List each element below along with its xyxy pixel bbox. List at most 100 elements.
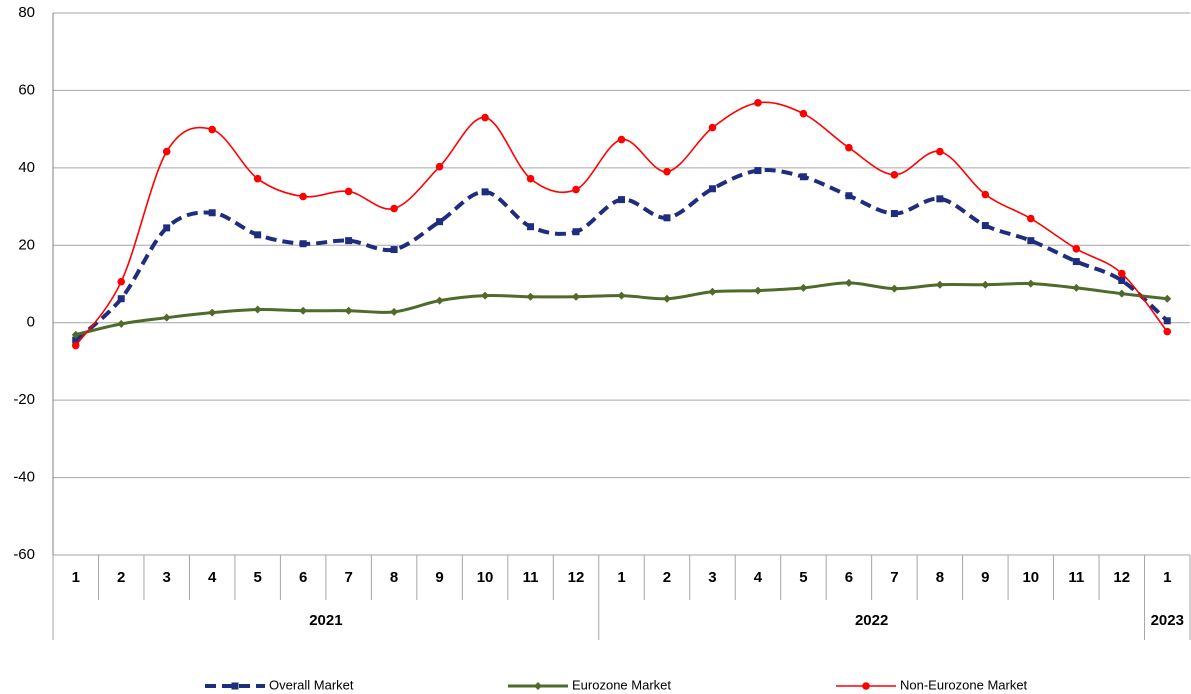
data-point	[1026, 279, 1035, 288]
data-point	[572, 228, 580, 236]
data-point	[117, 295, 125, 303]
data-point	[208, 308, 217, 317]
x-tick-label: 7	[344, 569, 352, 586]
data-point	[662, 294, 671, 303]
data-point	[1163, 317, 1171, 325]
data-point	[117, 277, 126, 286]
data-point	[708, 287, 717, 296]
data-point	[799, 109, 808, 118]
data-point	[526, 292, 535, 301]
y-tick-label: 40	[18, 159, 35, 176]
data-point	[71, 330, 80, 339]
data-point	[481, 188, 489, 196]
data-point	[299, 306, 308, 315]
data-point	[936, 195, 944, 203]
y-tick-label: -20	[13, 391, 35, 408]
data-point	[845, 192, 853, 200]
x-tick-label: 9	[981, 569, 989, 586]
data-point	[799, 173, 807, 181]
data-point	[618, 196, 625, 204]
data-point	[435, 162, 444, 171]
data-point	[935, 280, 944, 289]
data-point	[890, 210, 898, 218]
data-point	[754, 99, 762, 107]
data-point	[799, 283, 808, 292]
legend-label: Eurozone Market	[572, 677, 671, 692]
data-point	[253, 174, 262, 183]
legend-marker	[231, 682, 239, 690]
data-point	[253, 305, 262, 314]
data-point	[72, 336, 80, 344]
data-point	[163, 224, 171, 232]
x-tick-label: 12	[568, 569, 585, 586]
data-point	[890, 284, 899, 293]
data-point	[572, 185, 580, 194]
data-point	[572, 292, 581, 301]
data-point	[981, 222, 989, 230]
data-point	[436, 218, 444, 226]
data-point	[435, 296, 444, 305]
x-tick-label: 11	[523, 569, 539, 586]
year-label: 2021	[309, 612, 342, 629]
x-tick-label: 8	[936, 569, 944, 586]
data-point	[1072, 258, 1080, 266]
y-tick-label: 60	[18, 81, 35, 98]
legend-label: Overall Market	[269, 677, 354, 692]
y-tick-label: 0	[27, 314, 35, 331]
x-tick-label: 9	[435, 569, 443, 586]
x-tick-label: 5	[799, 569, 807, 586]
legend-marker	[534, 682, 542, 690]
data-point	[844, 278, 853, 287]
data-point	[208, 125, 216, 134]
x-tick-label: 6	[845, 569, 853, 586]
data-point	[117, 319, 126, 328]
data-point	[345, 237, 353, 245]
data-point	[1072, 244, 1081, 253]
data-point	[1118, 277, 1126, 285]
series-line	[75, 281, 1168, 337]
data-point	[981, 280, 990, 289]
data-point	[390, 246, 398, 254]
x-tick-label: 6	[299, 569, 307, 586]
data-point	[1072, 283, 1081, 292]
x-tick-label: 11	[1068, 569, 1084, 586]
data-point	[663, 214, 671, 222]
data-point	[1027, 237, 1035, 245]
x-tick-label: 3	[708, 569, 716, 586]
year-label: 2022	[855, 612, 888, 629]
data-point	[344, 187, 353, 196]
x-tick-label: 1	[72, 569, 80, 586]
data-point	[162, 147, 171, 156]
data-point	[708, 123, 717, 132]
data-point	[299, 192, 307, 201]
x-tick-label: 10	[1022, 569, 1039, 586]
data-point	[936, 147, 944, 156]
data-point	[981, 190, 990, 199]
y-tick-label: -40	[13, 469, 35, 486]
data-point	[390, 307, 399, 316]
data-point	[708, 185, 716, 193]
data-point	[1117, 269, 1126, 278]
data-point	[71, 341, 80, 350]
data-point	[663, 167, 671, 176]
x-tick-label: 2	[663, 569, 671, 586]
data-point	[162, 313, 171, 322]
x-tick-label: 2	[117, 569, 125, 586]
x-tick-label: 3	[163, 569, 171, 586]
data-point	[481, 113, 489, 122]
data-point	[344, 306, 353, 315]
x-tick-label: 1	[1163, 569, 1171, 586]
data-point	[617, 135, 626, 144]
x-tick-label: 5	[253, 569, 261, 586]
y-tick-label: 80	[18, 4, 35, 21]
data-point	[754, 167, 762, 175]
legend-marker	[862, 682, 870, 690]
data-point	[208, 209, 216, 217]
data-point	[753, 286, 762, 295]
x-tick-label: 10	[477, 569, 494, 586]
data-point	[1027, 214, 1035, 223]
data-point	[617, 291, 626, 300]
data-point	[1117, 289, 1126, 298]
data-point	[527, 223, 535, 231]
